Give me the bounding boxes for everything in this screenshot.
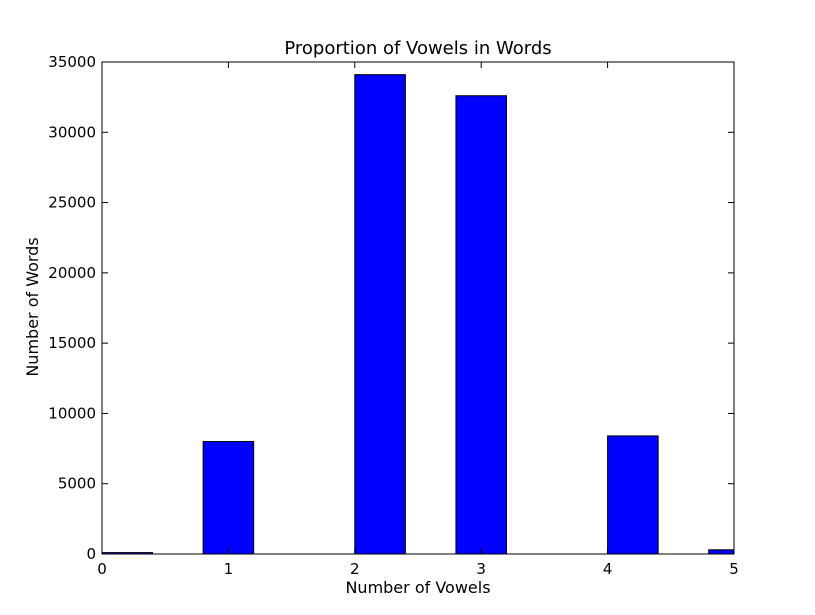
bar-2 bbox=[354, 74, 406, 554]
y-tick-label-3: 15000 bbox=[48, 334, 96, 352]
x-tick-label-0: 0 bbox=[97, 560, 107, 578]
bar-3 bbox=[455, 95, 507, 554]
y-tick-label-7: 35000 bbox=[48, 53, 96, 71]
y-tick-label-0: 0 bbox=[86, 545, 96, 563]
x-tick-label-1: 1 bbox=[224, 560, 234, 578]
x-tick-label-5: 5 bbox=[729, 560, 739, 578]
bar-1 bbox=[202, 441, 255, 554]
y-tick-label-4: 20000 bbox=[48, 264, 96, 282]
y-tick-label-1: 5000 bbox=[58, 475, 96, 493]
y-axis-label: Number of Words bbox=[23, 237, 42, 376]
bar-4 bbox=[607, 435, 659, 554]
bars-layer bbox=[102, 74, 734, 554]
x-axis-label: Number of Vowels bbox=[345, 578, 490, 597]
y-tick-label-6: 30000 bbox=[48, 123, 96, 141]
bar-0 bbox=[102, 552, 154, 554]
y-tick-label-2: 10000 bbox=[48, 404, 96, 422]
y-tick-label-5: 25000 bbox=[48, 194, 96, 212]
x-tick-label-3: 3 bbox=[476, 560, 486, 578]
x-tick-label-4: 4 bbox=[603, 560, 613, 578]
plot-frame bbox=[101, 61, 735, 555]
chart-title: Proportion of Vowels in Words bbox=[284, 38, 551, 59]
ticks-layer: 0 1 2 3 4 5 0 5000 10000 15000 20000 25000 30000 3500… bbox=[48, 53, 738, 578]
x-tick-label-2: 2 bbox=[350, 560, 360, 578]
